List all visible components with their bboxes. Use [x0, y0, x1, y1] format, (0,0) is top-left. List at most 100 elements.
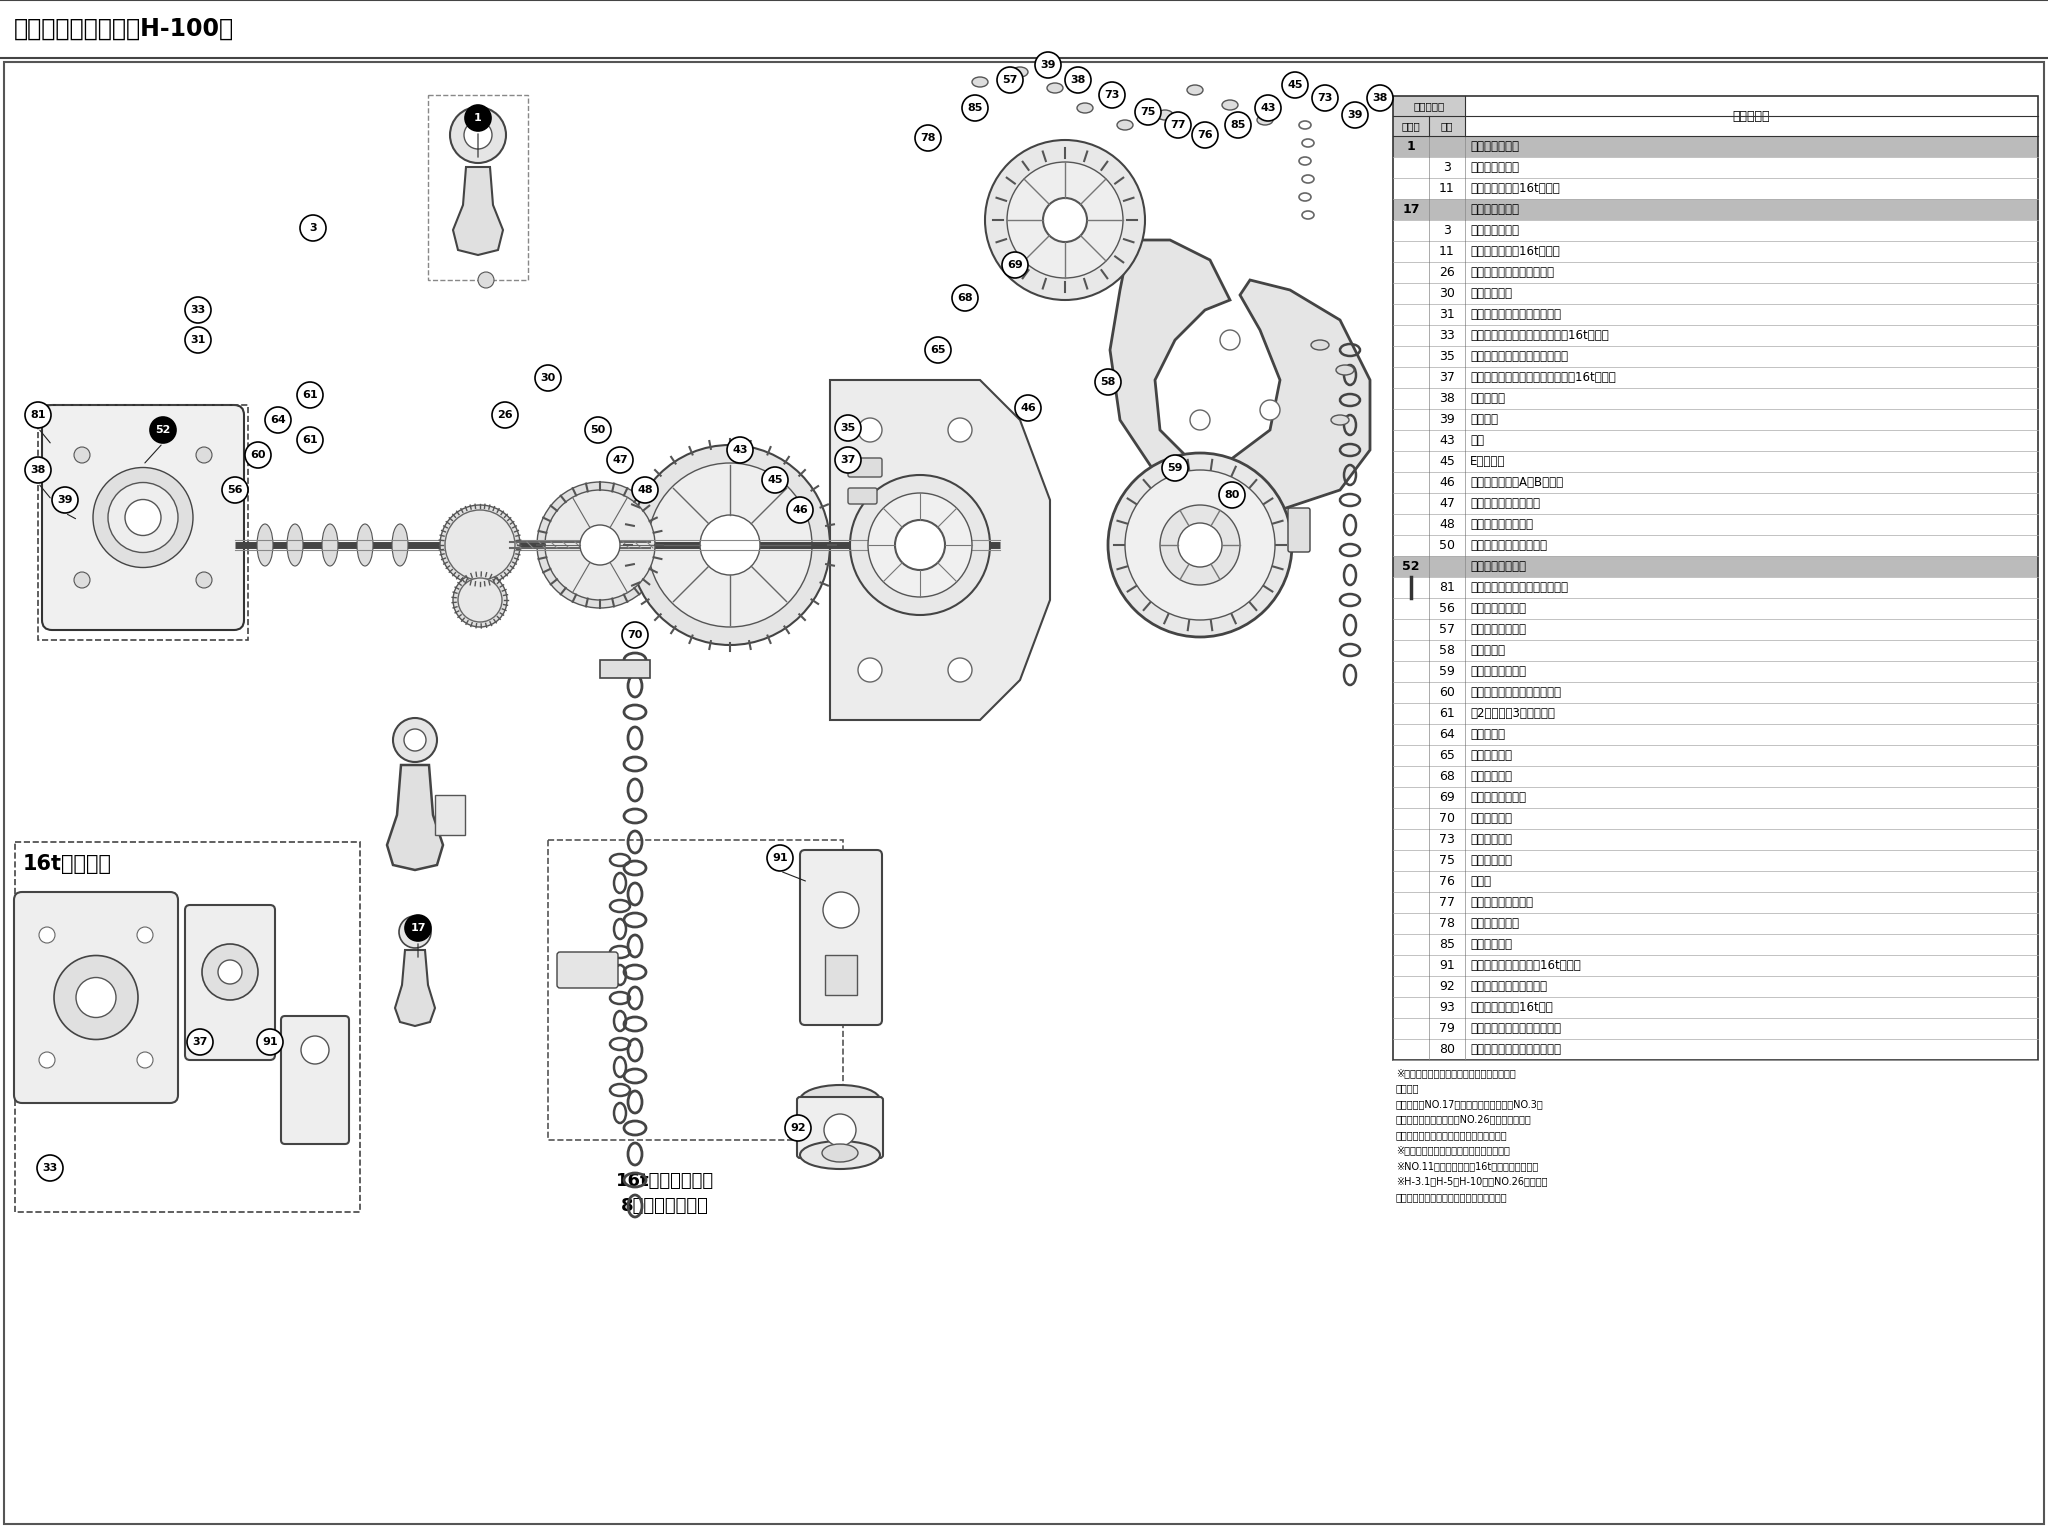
Text: 77: 77: [1169, 119, 1186, 130]
Circle shape: [297, 382, 324, 408]
Text: 91: 91: [772, 853, 788, 862]
Ellipse shape: [356, 524, 373, 566]
Text: ※黒線部の単体部品販売もしております。: ※黒線部の単体部品販売もしております。: [1397, 1145, 1509, 1156]
Circle shape: [1282, 72, 1309, 98]
Text: ホイル側サイドプレートセット: ホイル側サイドプレートセット: [1470, 350, 1569, 362]
FancyBboxPatch shape: [848, 488, 877, 505]
Circle shape: [403, 729, 426, 751]
Polygon shape: [387, 764, 442, 870]
Text: 61: 61: [303, 434, 317, 445]
Circle shape: [762, 466, 788, 492]
Circle shape: [784, 1115, 811, 1141]
Circle shape: [631, 445, 829, 645]
Text: ※黒線部の部品は灰色の部品に含まれており: ※黒線部の部品は灰色の部品に含まれており: [1397, 1067, 1516, 1078]
Bar: [434, 795, 465, 835]
Text: 35: 35: [1440, 350, 1454, 362]
Circle shape: [393, 719, 436, 761]
FancyBboxPatch shape: [184, 905, 274, 1060]
Text: チェックワッシャ: チェックワッシャ: [1470, 665, 1526, 677]
Ellipse shape: [801, 1141, 881, 1170]
Text: 64: 64: [1440, 728, 1454, 742]
Text: 45: 45: [1288, 80, 1303, 90]
Circle shape: [858, 417, 883, 442]
Circle shape: [1219, 482, 1245, 508]
Text: 64: 64: [270, 414, 287, 425]
Text: 68: 68: [1440, 771, 1454, 783]
Text: 例　：　NO.17下フックセットに部品NO.3外: 例 ： NO.17下フックセットに部品NO.3外: [1397, 1099, 1544, 1109]
Circle shape: [440, 505, 520, 586]
FancyBboxPatch shape: [14, 891, 178, 1102]
Text: 59: 59: [1440, 665, 1454, 677]
Circle shape: [985, 141, 1145, 300]
Ellipse shape: [1335, 365, 1354, 375]
Circle shape: [1341, 102, 1368, 128]
Text: ロードギヤ: ロードギヤ: [1470, 728, 1505, 742]
Text: ※H-3.1・H-5・H-10のみNO.26チェーン: ※H-3.1・H-5・H-10のみNO.26チェーン: [1397, 1176, 1548, 1187]
FancyBboxPatch shape: [1288, 508, 1311, 552]
Bar: [1393, 96, 1464, 136]
Circle shape: [74, 572, 90, 589]
Text: 68: 68: [956, 294, 973, 303]
Text: 61: 61: [303, 390, 317, 401]
Text: 60: 60: [250, 450, 266, 460]
Circle shape: [1159, 505, 1239, 586]
Text: 46: 46: [793, 505, 807, 515]
Text: 37: 37: [1440, 372, 1454, 384]
Circle shape: [1042, 197, 1087, 242]
Text: 92: 92: [791, 1122, 805, 1133]
Text: 46: 46: [1440, 476, 1454, 489]
Text: 75: 75: [1440, 855, 1454, 867]
Text: 69: 69: [1440, 790, 1454, 804]
Circle shape: [125, 500, 162, 535]
Text: 56: 56: [1440, 602, 1454, 615]
FancyBboxPatch shape: [801, 850, 883, 1024]
Text: 37: 37: [840, 456, 856, 465]
Bar: [549, 839, 844, 1141]
Circle shape: [465, 121, 492, 148]
Circle shape: [1008, 162, 1122, 278]
Circle shape: [203, 943, 258, 1000]
Circle shape: [768, 846, 793, 872]
Text: ロードチェーン（標準揚程）: ロードチェーン（標準揚程）: [1470, 1021, 1561, 1035]
Circle shape: [1135, 99, 1161, 125]
Bar: [1464, 96, 2038, 136]
Text: ホイルカバー: ホイルカバー: [1470, 833, 1511, 846]
Text: チェーン押え: チェーン押え: [1470, 771, 1511, 783]
Text: 17: 17: [410, 924, 426, 933]
Circle shape: [39, 1052, 55, 1067]
Ellipse shape: [287, 524, 303, 566]
Text: 30: 30: [541, 373, 555, 382]
Text: つめスプリングA・Bセット: つめスプリングA・Bセット: [1470, 476, 1563, 489]
Text: 52: 52: [1403, 560, 1419, 573]
Ellipse shape: [821, 1144, 858, 1162]
Text: 47: 47: [1440, 497, 1454, 511]
Text: 下フックセット: 下フックセット: [1470, 203, 1520, 216]
Circle shape: [836, 414, 860, 440]
Bar: [1393, 557, 2038, 576]
Text: 分解図と部品名称：H-100型: 分解図と部品名称：H-100型: [14, 17, 233, 41]
Circle shape: [647, 463, 811, 627]
Circle shape: [586, 417, 610, 443]
Circle shape: [444, 511, 514, 579]
Circle shape: [948, 528, 973, 552]
Text: 85: 85: [967, 102, 983, 113]
Text: 73: 73: [1104, 90, 1120, 99]
Ellipse shape: [801, 1086, 881, 1115]
Circle shape: [1161, 456, 1188, 482]
Text: ピニオンシャフト: ピニオンシャフト: [1470, 602, 1526, 615]
Circle shape: [197, 572, 213, 589]
Circle shape: [39, 927, 55, 943]
Text: ハンドホイル: ハンドホイル: [1470, 937, 1511, 951]
Text: ハンドチェーン（標準揚程）: ハンドチェーン（標準揚程）: [1470, 1043, 1561, 1057]
Circle shape: [453, 573, 508, 627]
Text: 81: 81: [1440, 581, 1454, 593]
Ellipse shape: [391, 524, 408, 566]
Text: 31: 31: [1440, 307, 1454, 321]
Circle shape: [786, 497, 813, 523]
Text: 65: 65: [930, 346, 946, 355]
Text: チェーン止め吹板ピン: チェーン止め吹板ピン: [1470, 497, 1540, 511]
Circle shape: [109, 483, 178, 552]
Text: 70: 70: [1440, 812, 1454, 826]
Circle shape: [186, 1029, 213, 1055]
Circle shape: [459, 578, 502, 622]
